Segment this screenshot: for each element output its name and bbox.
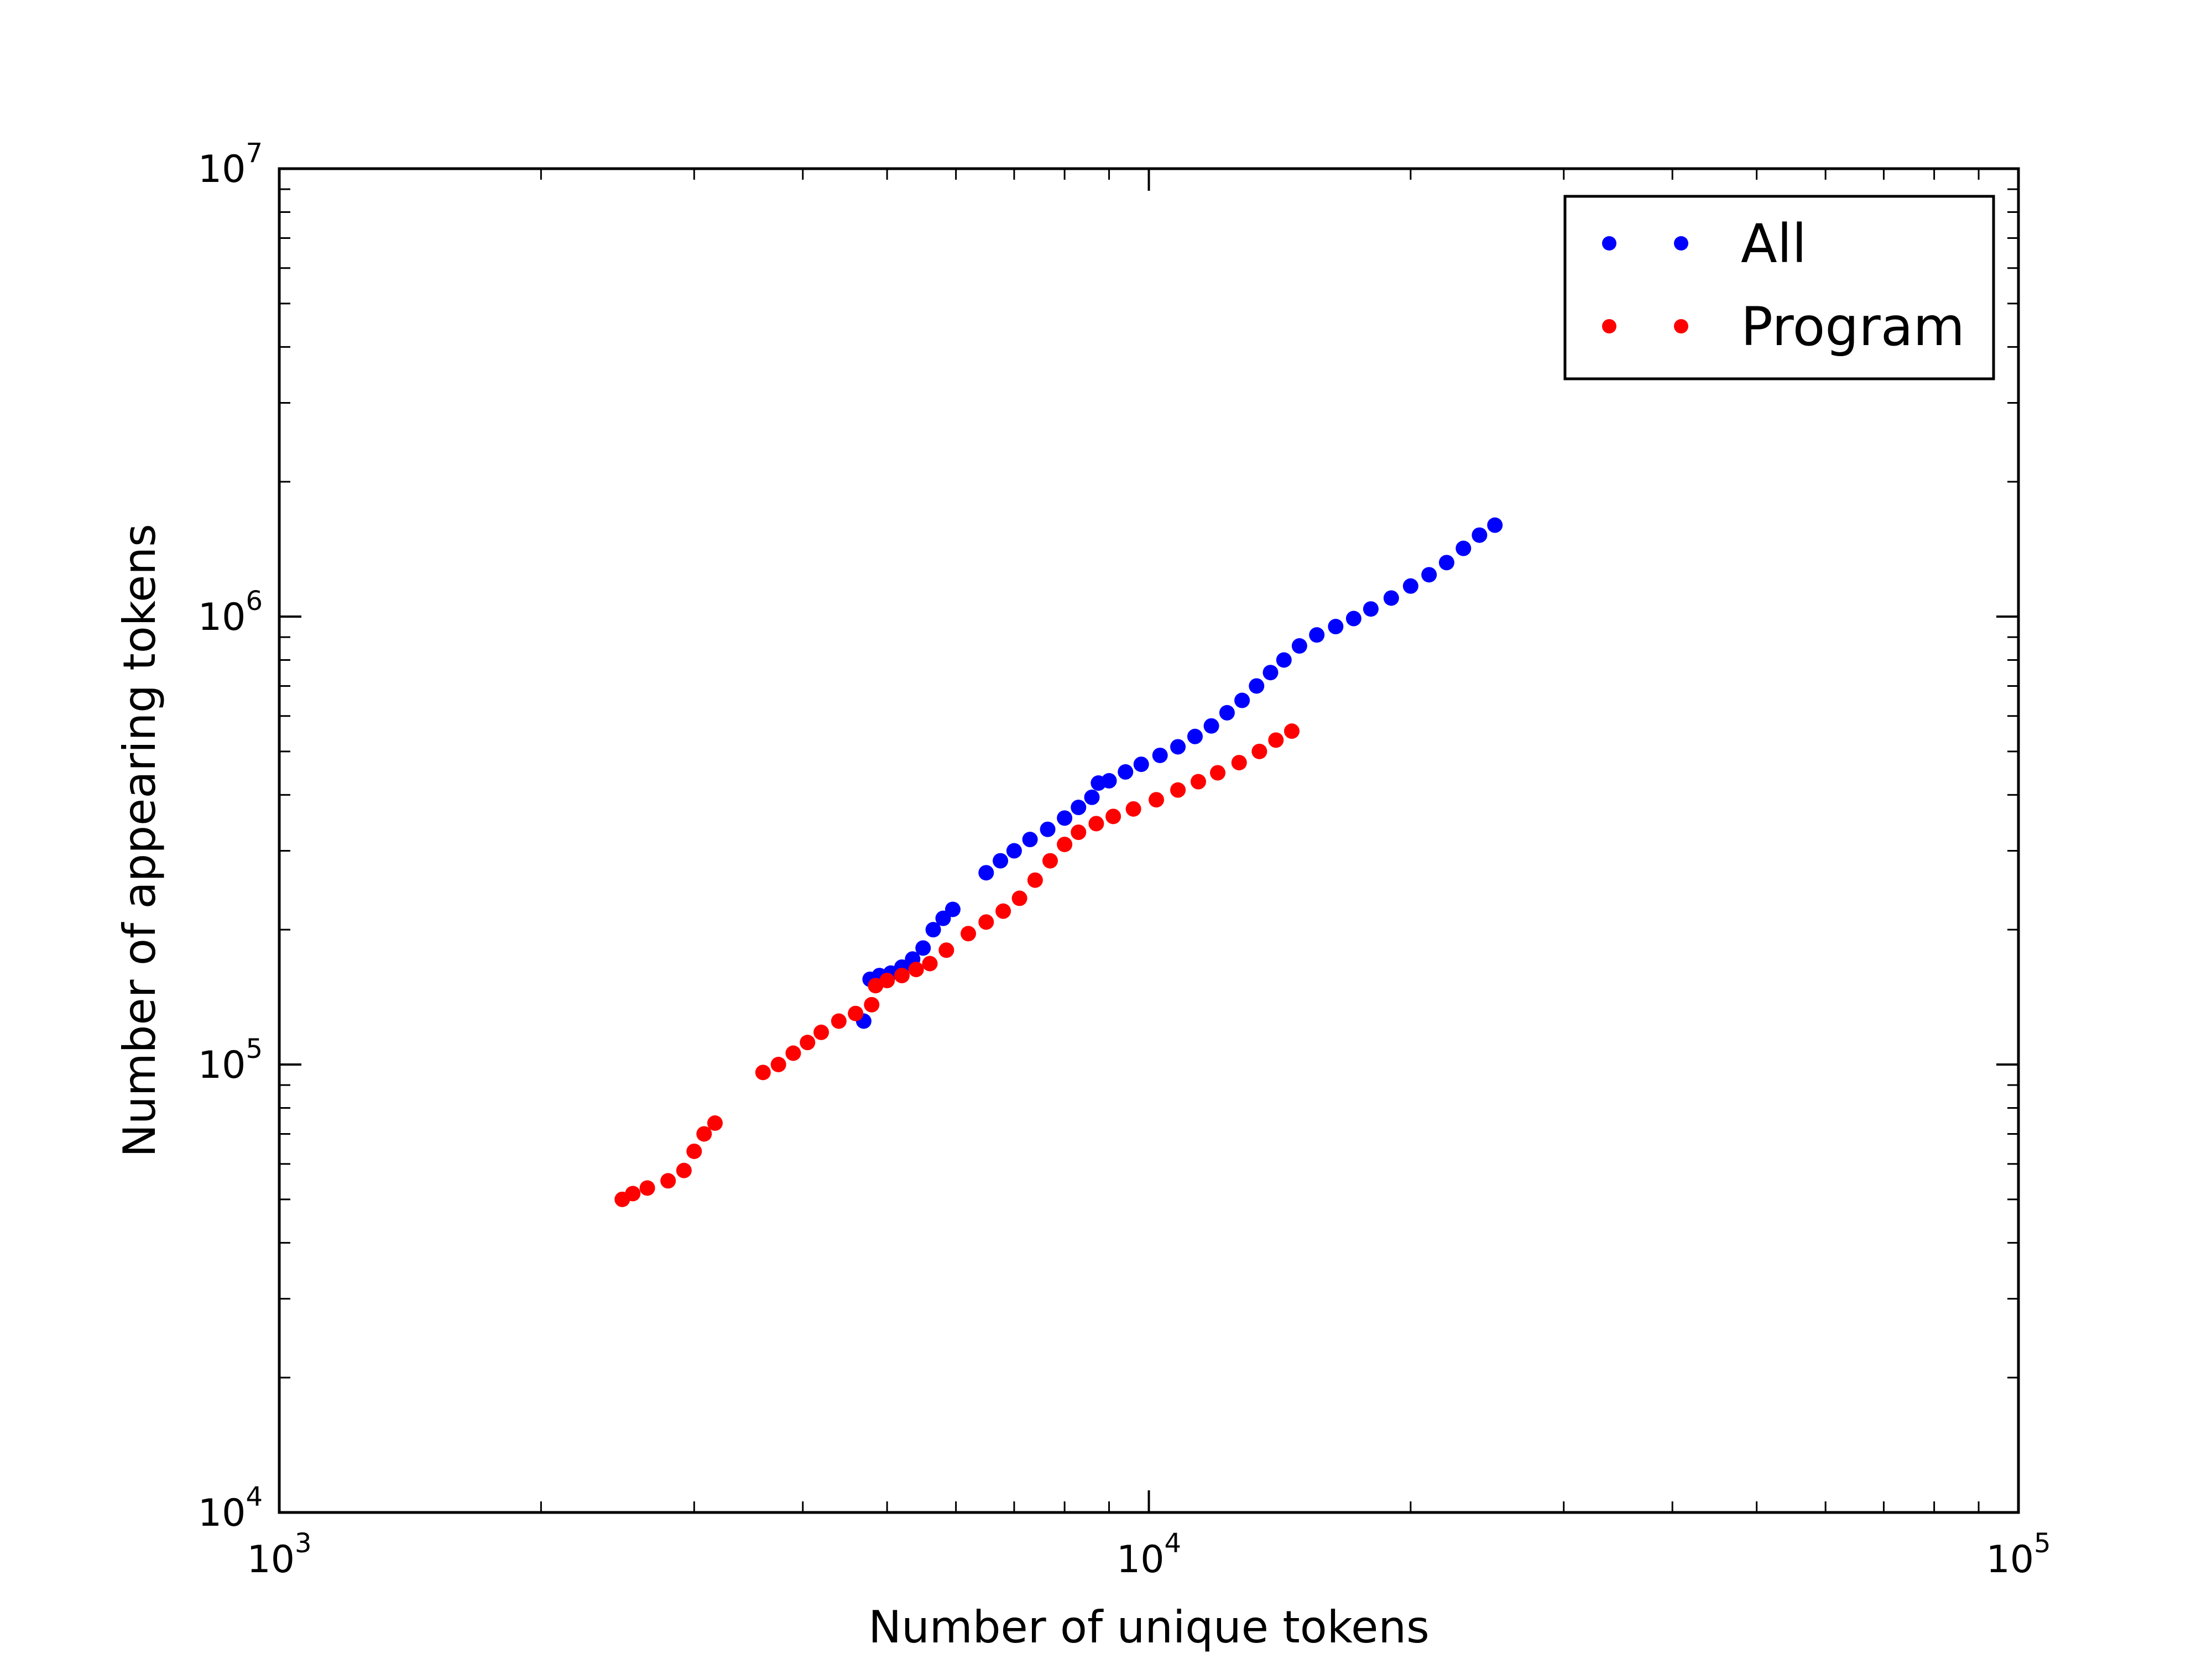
data-point xyxy=(1472,527,1488,543)
data-point xyxy=(1011,890,1027,906)
data-point xyxy=(1022,832,1038,848)
data-point xyxy=(922,956,938,972)
data-point xyxy=(831,1013,847,1029)
data-point xyxy=(915,940,931,956)
data-point xyxy=(864,997,880,1013)
data-point xyxy=(1084,789,1100,805)
data-point xyxy=(707,1115,723,1131)
x-tick-label: 104 xyxy=(1117,1528,1181,1582)
data-point xyxy=(1251,743,1267,759)
data-point xyxy=(1027,872,1043,888)
data-point xyxy=(1345,611,1361,627)
data-point xyxy=(1006,843,1022,859)
data-point xyxy=(1125,801,1141,817)
data-point xyxy=(1487,517,1503,533)
data-point xyxy=(686,1143,702,1159)
data-point xyxy=(1231,755,1247,771)
data-point xyxy=(1328,619,1344,635)
data-point xyxy=(1088,816,1104,832)
data-point xyxy=(770,1057,786,1072)
data-point xyxy=(1262,665,1279,681)
x-tick-label: 105 xyxy=(1986,1528,2051,1582)
data-point xyxy=(1363,601,1379,617)
data-point xyxy=(879,973,895,989)
data-point xyxy=(945,901,961,917)
data-point xyxy=(925,922,941,938)
data-point xyxy=(1210,765,1226,781)
data-point xyxy=(1234,692,1250,708)
x-tick-label: 103 xyxy=(247,1528,311,1582)
data-point xyxy=(978,914,994,930)
data-point xyxy=(1187,728,1203,744)
data-point xyxy=(1170,739,1186,755)
data-point xyxy=(1042,853,1058,869)
data-point xyxy=(1291,638,1307,654)
data-point xyxy=(1170,782,1186,798)
legend: All Program xyxy=(1563,195,1995,380)
y-tick-label: 107 xyxy=(198,138,263,191)
data-point xyxy=(961,926,977,942)
data-point xyxy=(1402,578,1418,594)
data-point xyxy=(995,903,1011,919)
x-axis-label: Number of unique tokens xyxy=(868,1601,1430,1653)
data-point xyxy=(813,1024,830,1040)
data-point xyxy=(1276,652,1292,668)
axis-ticks xyxy=(278,168,2020,1514)
data-point xyxy=(1249,678,1265,694)
data-point xyxy=(1203,718,1219,734)
legend-marker xyxy=(1602,319,1616,333)
y-tick-label: 105 xyxy=(198,1034,263,1087)
data-point xyxy=(1152,747,1168,763)
data-point xyxy=(625,1186,641,1202)
legend-marker xyxy=(1674,236,1688,251)
y-axis-label: Number of appearing tokens xyxy=(114,524,165,1157)
data-point xyxy=(1219,705,1235,721)
legend-box xyxy=(1563,195,1995,380)
data-point xyxy=(1101,773,1117,789)
legend-marker xyxy=(1674,319,1688,333)
data-point xyxy=(785,1045,801,1061)
data-point xyxy=(894,968,910,984)
data-point xyxy=(848,1005,864,1021)
data-point xyxy=(639,1180,655,1196)
data-point xyxy=(800,1035,816,1051)
legend-label: Program xyxy=(1741,296,1965,358)
data-point xyxy=(978,865,994,881)
y-tick-label: 106 xyxy=(198,586,263,639)
data-point xyxy=(1284,723,1300,739)
data-point xyxy=(1118,764,1134,780)
y-tick-label: 104 xyxy=(198,1481,263,1535)
data-point xyxy=(908,962,924,978)
data-point xyxy=(993,853,1009,869)
data-point xyxy=(1133,757,1149,773)
legend-marker xyxy=(1602,236,1616,251)
data-point xyxy=(1071,825,1087,841)
data-point xyxy=(1057,810,1073,826)
series-program xyxy=(614,723,1300,1207)
data-point xyxy=(1455,540,1472,556)
data-point xyxy=(1149,792,1165,808)
data-point xyxy=(1438,555,1454,571)
data-point xyxy=(938,942,954,958)
data-point xyxy=(1421,567,1437,583)
legend-label: All xyxy=(1741,213,1807,275)
data-point xyxy=(676,1162,692,1178)
data-point xyxy=(1057,836,1073,852)
data-point xyxy=(660,1173,676,1189)
data-point xyxy=(755,1065,771,1081)
data-point xyxy=(696,1126,712,1142)
data-point xyxy=(1190,774,1206,790)
data-point xyxy=(1309,627,1325,643)
data-point xyxy=(1268,732,1284,748)
data-point xyxy=(1383,590,1399,606)
data-point xyxy=(1040,821,1056,837)
data-point xyxy=(1071,800,1087,816)
data-point xyxy=(1105,808,1121,825)
